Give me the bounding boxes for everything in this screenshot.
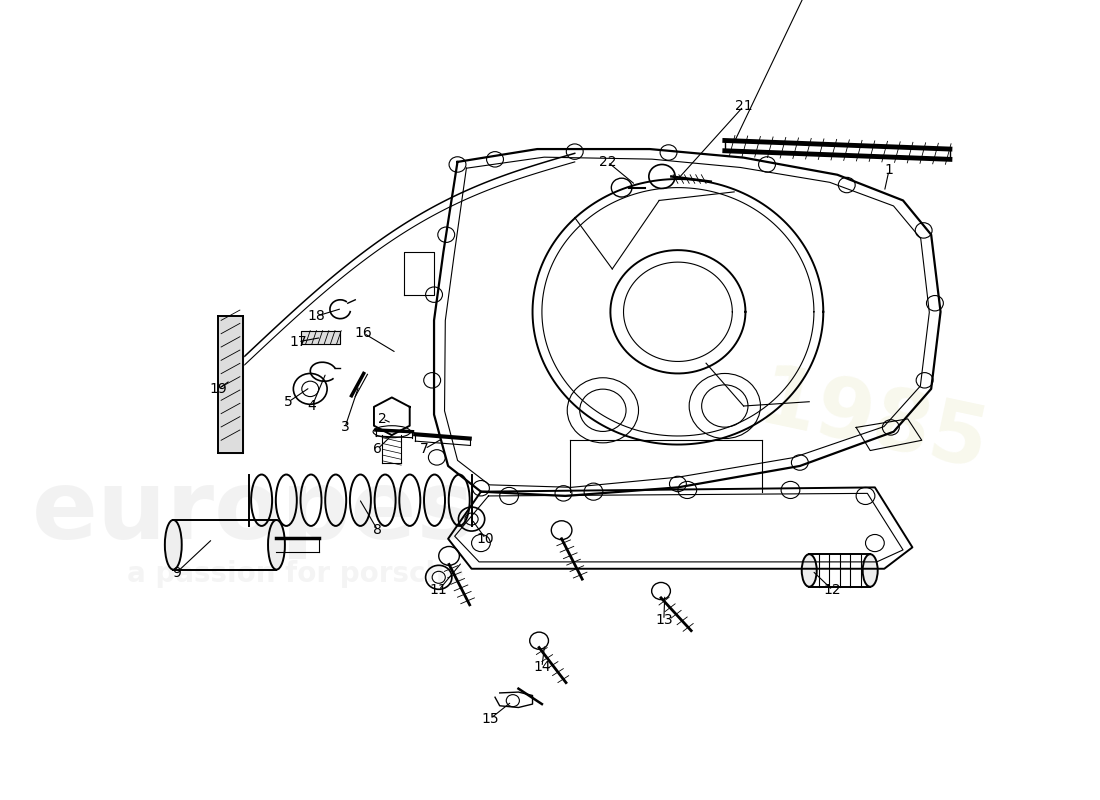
Text: 15: 15 [482,712,499,726]
Text: 16: 16 [355,326,373,340]
Text: 3: 3 [341,421,350,434]
Text: 6: 6 [373,442,382,456]
Polygon shape [301,330,340,344]
Text: 20: 20 [795,0,813,2]
Text: 12: 12 [824,583,842,597]
Text: 14: 14 [534,660,551,674]
Text: 2: 2 [378,412,387,426]
Text: 18: 18 [308,309,326,323]
Text: 8: 8 [373,523,382,538]
Ellipse shape [862,554,878,586]
Text: a passion for porsche: a passion for porsche [126,560,464,588]
Text: 11: 11 [430,583,448,597]
Text: 1985: 1985 [751,359,996,487]
Text: 5: 5 [284,394,293,409]
Text: 22: 22 [598,155,616,169]
Text: 13: 13 [654,613,673,627]
Text: 17: 17 [289,334,307,349]
Text: 9: 9 [172,566,180,580]
Text: 10: 10 [476,532,494,546]
Text: 19: 19 [209,382,228,396]
Ellipse shape [165,520,182,570]
Ellipse shape [268,520,285,570]
Text: 1: 1 [884,163,893,178]
Text: 21: 21 [735,99,752,114]
Text: 4: 4 [308,399,317,413]
Text: europes: europes [32,466,475,558]
Text: 7: 7 [420,442,429,456]
Ellipse shape [802,554,816,586]
